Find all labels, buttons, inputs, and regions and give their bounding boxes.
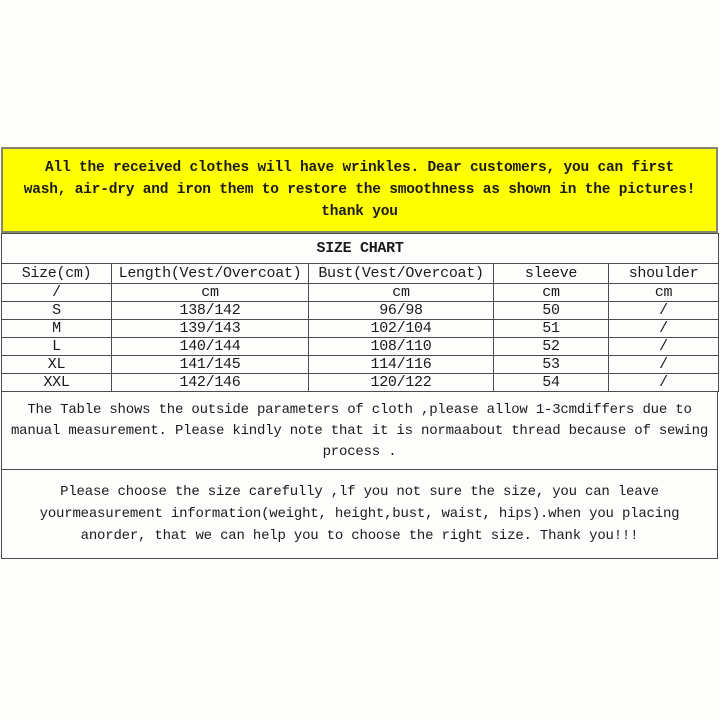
unit-cell-length: cm [111,283,309,302]
col-header-size: Size(cm) [1,263,112,284]
measurement-note-line-3: process . [322,444,397,460]
cell-shoulder: / [607,355,720,374]
cell-bust: 96/98 [308,301,494,320]
cell-sleeve: 53 [493,355,609,374]
wrinkle-notice-banner: All the received clothes will have wrink… [1,147,718,233]
unit-row: / cm cm cm cm [1,283,720,302]
cell-length: 141/145 [111,355,309,374]
size-row-s: S 138/142 96/98 50 / [1,301,720,320]
unit-cell-bust: cm [308,283,494,302]
cell-sleeve: 50 [493,301,609,320]
unit-cell-shoulder: cm [607,283,720,302]
cell-bust: 114/116 [308,355,494,374]
col-header-sleeve: sleeve [493,263,609,284]
title-row: SIZE CHART [0,233,720,264]
size-row-m: M 139/143 102/104 51 / [1,319,720,338]
size-advice-line-1: Please choose the size carefully ,lf you… [60,484,659,500]
unit-cell-size: / [1,283,112,302]
cell-length: 138/142 [111,301,309,320]
cell-size: S [1,301,112,320]
measurement-note-line-2: manual measurement. Please kindly note t… [10,423,709,439]
col-header-bust: Bust(Vest/Overcoat) [308,263,494,284]
size-advice-line-3: anorder, that we can help you to choose … [80,528,639,544]
cell-sleeve: 51 [493,319,609,338]
banner-line-3: thank you [321,204,398,220]
col-header-shoulder: shoulder [607,263,720,284]
size-chart-title: SIZE CHART [0,233,720,264]
content-column: All the received clothes will have wrink… [0,147,720,559]
cell-size: L [1,337,112,356]
cell-sleeve: 52 [493,337,609,356]
cell-length: 142/146 [111,373,309,392]
size-advice-note: Please choose the size carefully ,lf you… [1,470,718,559]
cell-bust: 108/110 [308,337,494,356]
cell-bust: 120/122 [308,373,494,392]
cell-shoulder: / [607,337,720,356]
size-row-xxl: XXL 142/146 120/122 54 / [1,373,720,392]
banner-line-1: All the received clothes will have wrink… [44,160,675,176]
size-chart-table: SIZE CHART Size(cm) Length(Vest/Overcoat… [0,233,720,392]
banner-line-2: wash, air-dry and iron them to restore t… [23,182,696,198]
cell-length: 139/143 [111,319,309,338]
cell-bust: 102/104 [308,319,494,338]
measurement-note: The Table shows the outside parameters o… [1,392,718,470]
size-advice-line-2: yourmeasurement information(weight, heig… [39,506,680,522]
cell-size: M [1,319,112,338]
cell-length: 140/144 [111,337,309,356]
col-header-length: Length(Vest/Overcoat) [111,263,309,284]
unit-cell-sleeve: cm [493,283,609,302]
measurement-note-line-1: The Table shows the outside parameters o… [27,402,692,418]
cell-shoulder: / [607,373,720,392]
cell-shoulder: / [607,319,720,338]
cell-size: XXL [1,373,112,392]
cell-sleeve: 54 [493,373,609,392]
size-row-l: L 140/144 108/110 52 / [1,337,720,356]
header-row: Size(cm) Length(Vest/Overcoat) Bust(Vest… [1,263,720,284]
size-row-xl: XL 141/145 114/116 53 / [1,355,720,374]
cell-size: XL [1,355,112,374]
cell-shoulder: / [607,301,720,320]
